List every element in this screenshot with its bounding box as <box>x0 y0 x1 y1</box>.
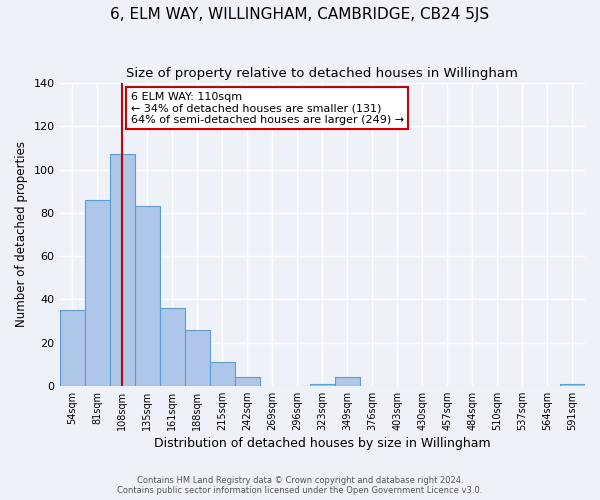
Text: Contains HM Land Registry data © Crown copyright and database right 2024.
Contai: Contains HM Land Registry data © Crown c… <box>118 476 482 495</box>
Y-axis label: Number of detached properties: Number of detached properties <box>15 142 28 328</box>
Bar <box>85 200 110 386</box>
Bar <box>160 308 185 386</box>
Bar <box>235 377 260 386</box>
Bar <box>335 377 360 386</box>
Bar <box>209 362 235 386</box>
Bar <box>110 154 134 386</box>
Bar <box>560 384 585 386</box>
Text: 6, ELM WAY, WILLINGHAM, CAMBRIDGE, CB24 5JS: 6, ELM WAY, WILLINGHAM, CAMBRIDGE, CB24 … <box>110 8 490 22</box>
Bar <box>134 206 160 386</box>
Bar <box>185 330 209 386</box>
X-axis label: Distribution of detached houses by size in Willingham: Distribution of detached houses by size … <box>154 437 491 450</box>
Title: Size of property relative to detached houses in Willingham: Size of property relative to detached ho… <box>127 68 518 80</box>
Text: 6 ELM WAY: 110sqm
← 34% of detached houses are smaller (131)
64% of semi-detache: 6 ELM WAY: 110sqm ← 34% of detached hous… <box>131 92 404 125</box>
Bar <box>59 310 85 386</box>
Bar <box>310 384 335 386</box>
